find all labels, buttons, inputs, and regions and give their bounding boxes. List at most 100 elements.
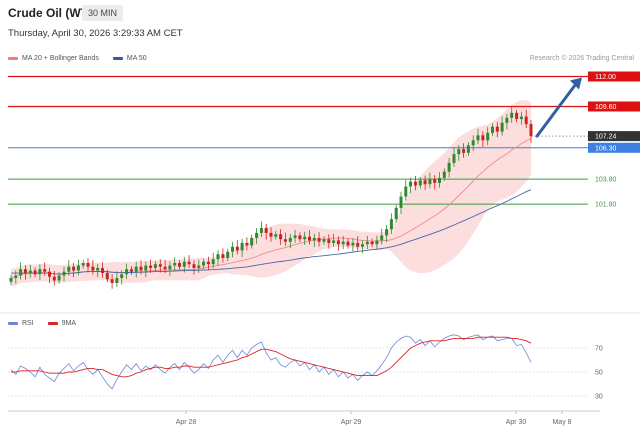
candle-body: [105, 273, 109, 280]
candle-body: [298, 235, 302, 240]
legend-item-ma50: MA 50: [112, 55, 147, 62]
candle-body: [375, 240, 379, 245]
candle: [216, 250, 220, 266]
candle-body: [14, 275, 18, 278]
candle: [404, 180, 408, 201]
candle-body: [341, 241, 345, 245]
credit-text: Research © 2026 Trading Central: [529, 55, 634, 62]
candle: [322, 236, 326, 245]
candle: [149, 259, 153, 273]
candle: [385, 225, 389, 243]
legend-swatch-ma20: [8, 57, 18, 60]
candle: [409, 177, 413, 194]
candle: [481, 131, 485, 147]
level-label-107.24: 107.24: [595, 134, 617, 141]
candle-body: [283, 239, 287, 242]
candle-body: [519, 116, 523, 120]
legend-item-9ma: 9MA: [47, 320, 77, 327]
candle: [519, 111, 523, 125]
candle-body: [486, 132, 490, 141]
candle-body: [370, 241, 374, 245]
candle-body: [158, 264, 162, 267]
candle-body: [322, 239, 326, 242]
candle: [336, 236, 340, 251]
legend-label-9ma: 9MA: [61, 320, 77, 327]
candle: [288, 233, 292, 249]
bollinger-band: [11, 100, 531, 287]
candle: [76, 259, 80, 276]
timeframe-badge[interactable]: 30 MIN: [82, 5, 124, 21]
candle: [495, 121, 499, 138]
target-arrow-head: [570, 77, 582, 90]
candle-body: [409, 181, 413, 187]
candle: [19, 262, 23, 280]
candle-body: [250, 237, 254, 246]
candle-body: [466, 145, 470, 153]
rsi-9ma-line: [11, 336, 532, 378]
legend-label-ma50: MA 50: [126, 55, 147, 62]
candle: [413, 175, 417, 191]
candle: [33, 267, 37, 278]
candle-body: [399, 196, 403, 208]
candle-body: [9, 278, 13, 282]
candle-body: [317, 237, 321, 242]
candle-body: [221, 254, 225, 258]
candle: [101, 262, 104, 278]
candle-body: [206, 261, 210, 265]
candle-body: [327, 239, 331, 243]
candle: [231, 241, 234, 258]
candle: [442, 168, 446, 181]
candle-body: [197, 265, 201, 268]
candle-body: [96, 268, 100, 271]
candle: [245, 237, 249, 251]
candle-body: [447, 162, 451, 172]
candle: [423, 175, 427, 190]
candle: [163, 260, 167, 274]
candle-body: [476, 135, 480, 141]
legend-swatch-9ma: [47, 322, 58, 325]
candle-body: [67, 266, 71, 272]
candle-body: [19, 269, 23, 276]
x-tick-label: Apr 29: [341, 419, 362, 426]
candle: [365, 235, 369, 250]
candle: [269, 227, 273, 242]
candle: [361, 240, 364, 254]
candle: [52, 271, 56, 286]
candle: [500, 116, 504, 136]
timestamp: Thursday, April 30, 2026 3:29:33 AM CET: [8, 28, 183, 39]
candle-body: [423, 180, 427, 185]
candle: [173, 257, 177, 271]
candle-body: [336, 240, 340, 245]
level-label-103.80: 103.80: [595, 177, 617, 184]
candle-body: [442, 171, 446, 178]
candle: [298, 232, 302, 243]
candle: [182, 256, 186, 273]
legend-item-rsi: RSI: [8, 320, 34, 327]
candle-body: [202, 261, 206, 266]
x-tick-label: Apr 30: [506, 419, 527, 426]
candle-body: [72, 266, 76, 271]
candle-body: [332, 240, 336, 243]
candle: [48, 267, 51, 284]
candle-body: [380, 235, 384, 241]
candle: [86, 258, 90, 273]
price-legend: MA 20 + Bollinger Bands MA 50: [8, 55, 161, 62]
candle: [380, 228, 384, 245]
legend-label-ma20: MA 20 + Bollinger Bands: [22, 55, 99, 62]
candle: [279, 229, 283, 245]
candle: [72, 262, 76, 278]
candle-body: [269, 232, 273, 237]
candle: [264, 223, 268, 240]
candle-body: [173, 263, 177, 266]
candle: [293, 229, 297, 243]
candle-body: [351, 242, 355, 246]
level-tag-109.60: [588, 101, 640, 112]
candle-body: [481, 135, 485, 141]
candle-body: [129, 269, 133, 272]
candle-body: [33, 270, 37, 275]
candle-body: [308, 236, 311, 241]
candle-body: [57, 275, 61, 281]
target-arrow-shaft: [535, 81, 579, 138]
candle: [115, 271, 119, 287]
